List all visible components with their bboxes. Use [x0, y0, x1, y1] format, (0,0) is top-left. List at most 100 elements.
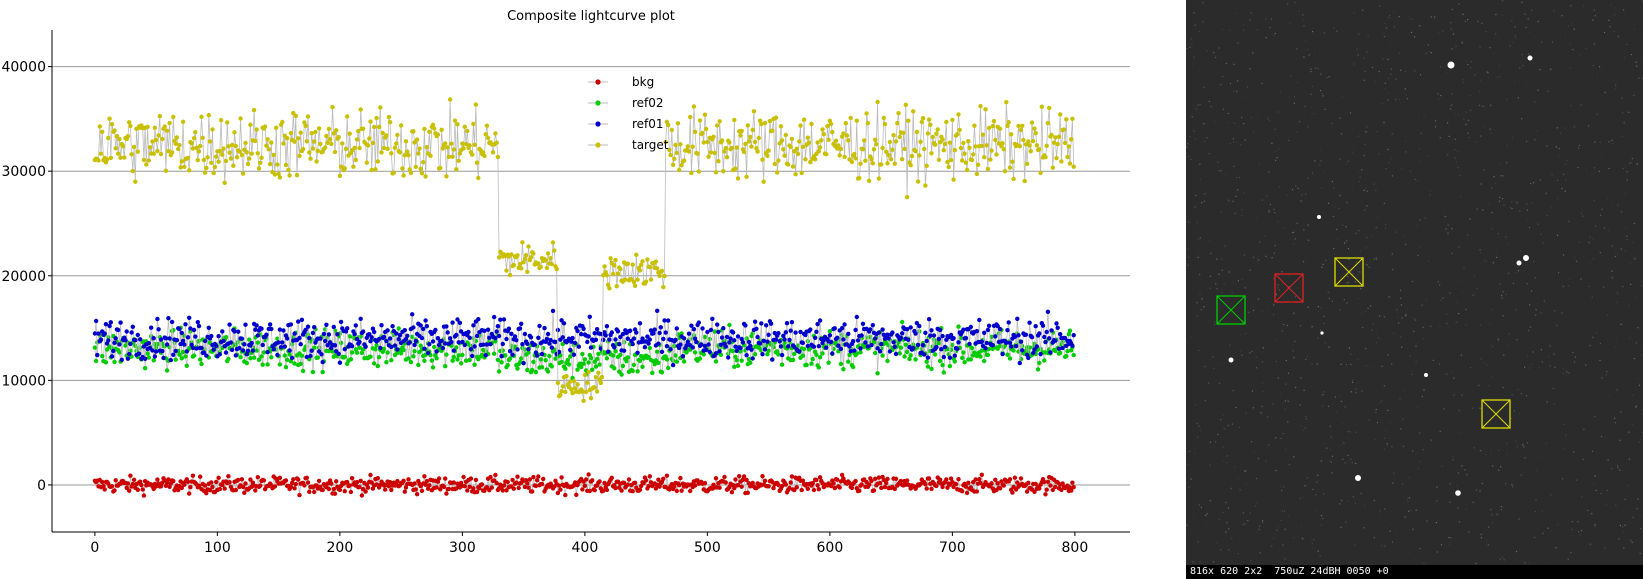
- data-point: [553, 478, 558, 483]
- noise-pixel: [1400, 69, 1402, 71]
- noise-pixel: [1194, 404, 1196, 406]
- noise-pixel: [1321, 187, 1323, 189]
- data-point: [386, 114, 392, 120]
- noise-pixel: [1393, 332, 1395, 334]
- noise-pixel: [1623, 547, 1625, 549]
- noise-pixel: [1421, 284, 1423, 286]
- noise-pixel: [1410, 510, 1412, 512]
- noise-pixel: [1231, 292, 1233, 294]
- noise-pixel: [1446, 130, 1448, 133]
- noise-pixel: [1292, 172, 1294, 174]
- noise-pixel: [1383, 448, 1386, 450]
- data-point: [135, 487, 140, 492]
- noise-pixel: [1458, 279, 1460, 281]
- noise-pixel: [1250, 559, 1252, 561]
- noise-pixel: [1187, 464, 1189, 466]
- noise-pixel: [1203, 86, 1205, 88]
- data-point: [732, 338, 737, 343]
- noise-pixel: [1604, 91, 1606, 94]
- data-point: [630, 262, 635, 267]
- noise-pixel: [1242, 365, 1244, 367]
- data-point: [628, 328, 633, 333]
- star-field-image-panel[interactable]: 816x 620 2x2 750uZ 24dBH 0050 +0: [1186, 0, 1643, 579]
- data-point: [798, 123, 803, 128]
- noise-pixel: [1609, 395, 1611, 397]
- noise-pixel: [1615, 84, 1617, 86]
- noise-pixel: [1423, 389, 1425, 391]
- data-point: [915, 179, 921, 184]
- data-point: [598, 346, 603, 351]
- data-point: [292, 331, 297, 336]
- noise-pixel: [1634, 458, 1636, 460]
- data-point: [744, 174, 749, 179]
- noise-pixel: [1220, 549, 1222, 551]
- data-point: [494, 329, 499, 334]
- noise-pixel: [1322, 517, 1324, 520]
- data-point: [125, 356, 131, 361]
- noise-pixel: [1375, 268, 1377, 270]
- data-point: [248, 356, 253, 361]
- data-point: [353, 323, 358, 328]
- data-point: [103, 322, 109, 327]
- noise-pixel: [1365, 264, 1367, 266]
- data-point: [1010, 159, 1015, 164]
- data-point: [925, 355, 931, 360]
- noise-pixel: [1310, 538, 1312, 540]
- data-point: [227, 480, 232, 485]
- data-point: [588, 355, 594, 361]
- noise-pixel: [1331, 180, 1333, 183]
- legend-label: bkg: [632, 75, 654, 89]
- data-point: [849, 485, 855, 491]
- data-point: [445, 330, 450, 335]
- noise-pixel: [1279, 91, 1281, 93]
- noise-pixel: [1256, 531, 1258, 533]
- noise-pixel: [1199, 178, 1201, 180]
- noise-pixel: [1197, 104, 1199, 106]
- data-point: [701, 140, 706, 145]
- noise-pixel: [1273, 537, 1275, 539]
- noise-pixel: [1320, 515, 1322, 517]
- noise-pixel: [1276, 222, 1278, 225]
- data-point: [245, 348, 251, 353]
- data-point: [957, 127, 962, 133]
- noise-pixel: [1375, 226, 1377, 229]
- data-point: [335, 332, 340, 337]
- noise-pixel: [1313, 538, 1315, 540]
- noise-pixel: [1416, 225, 1418, 227]
- noise-pixel: [1426, 195, 1428, 197]
- data-point: [570, 390, 575, 396]
- noise-pixel: [1353, 63, 1355, 65]
- noise-pixel: [1389, 523, 1391, 525]
- data-point: [228, 156, 234, 161]
- noise-pixel: [1345, 521, 1347, 523]
- noise-pixel: [1404, 140, 1407, 142]
- noise-pixel: [1226, 521, 1228, 524]
- noise-pixel: [1496, 513, 1498, 515]
- noise-pixel: [1247, 455, 1249, 457]
- noise-pixel: [1279, 392, 1281, 395]
- noise-pixel: [1353, 562, 1355, 564]
- noise-pixel: [1400, 82, 1402, 84]
- noise-pixel: [1314, 50, 1316, 52]
- noise-pixel: [1611, 276, 1613, 278]
- data-point: [745, 123, 750, 128]
- data-point: [983, 346, 988, 351]
- data-point: [216, 159, 221, 164]
- noise-pixel: [1479, 450, 1482, 452]
- data-point: [1069, 137, 1074, 142]
- noise-pixel: [1323, 227, 1325, 229]
- noise-pixel: [1293, 357, 1295, 359]
- noise-pixel: [1526, 355, 1529, 357]
- noise-pixel: [1481, 22, 1483, 24]
- data-point: [913, 331, 918, 336]
- data-point: [108, 320, 114, 325]
- data-point: [1024, 489, 1030, 494]
- data-point: [929, 328, 934, 333]
- data-point: [1016, 333, 1021, 338]
- noise-pixel: [1231, 237, 1233, 239]
- data-point: [630, 489, 635, 494]
- y-tick-label: 20000: [1, 269, 46, 285]
- noise-pixel: [1498, 200, 1500, 202]
- noise-pixel: [1249, 269, 1251, 271]
- noise-pixel: [1359, 250, 1361, 252]
